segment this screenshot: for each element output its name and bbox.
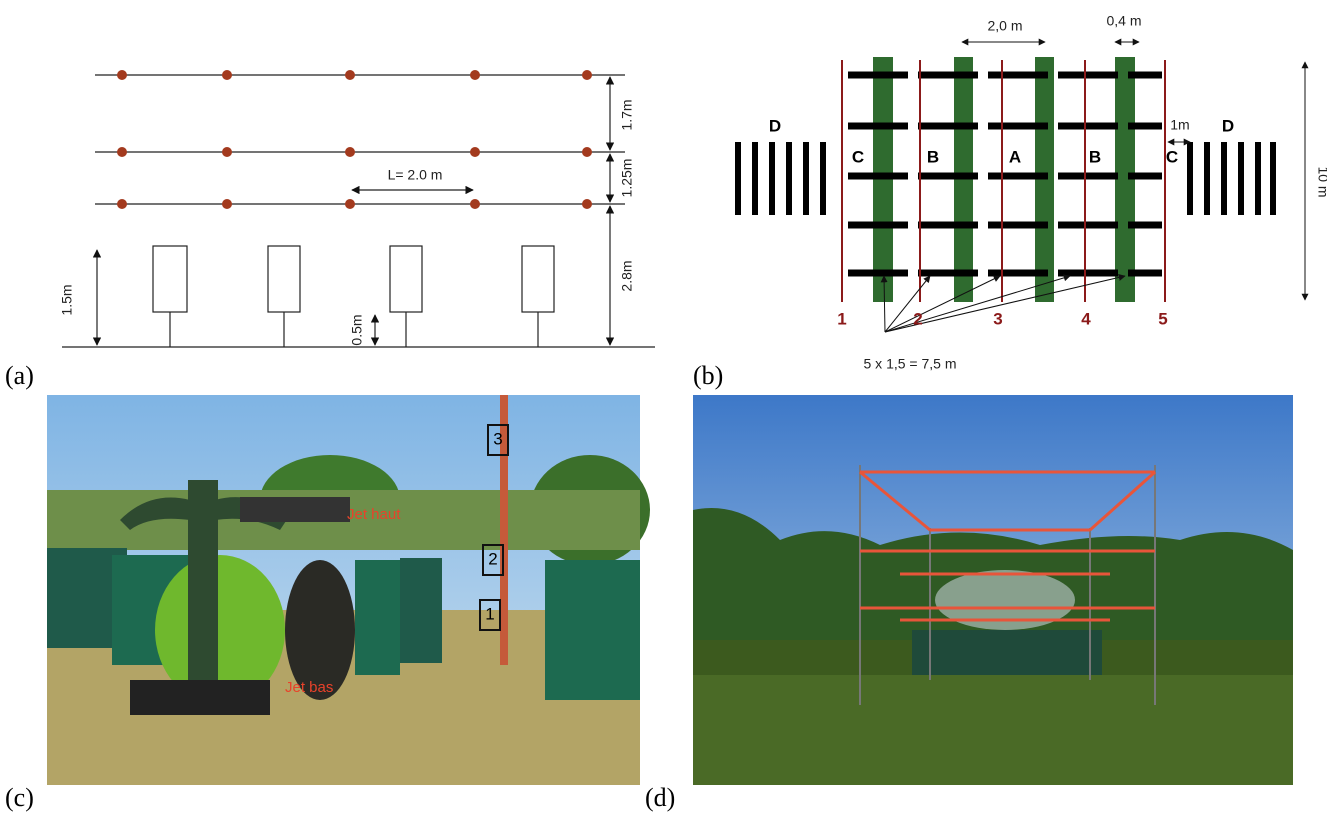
panel-label: (c) (5, 783, 34, 812)
zone-label: D (769, 116, 781, 135)
dim-label: 1m (1170, 117, 1189, 133)
panel-label: (d) (645, 783, 675, 812)
panel-label: (a) (5, 361, 34, 390)
dim-label: 1.25m (619, 159, 635, 198)
panel-a (62, 70, 655, 347)
zone-label: D (1222, 116, 1234, 135)
zone-label: B (927, 147, 939, 166)
dim-label: 2.8m (619, 260, 635, 291)
box-label: 1 (485, 604, 494, 623)
jet-label: Jet haut (347, 506, 401, 523)
line-number: 1 (837, 309, 846, 328)
line-number: 3 (993, 309, 1002, 328)
dim-label: 0,4 m (1106, 13, 1141, 29)
panel-b (735, 42, 1305, 332)
zone-label: C (852, 147, 864, 166)
photo-c (47, 395, 650, 785)
panel-label: (b) (693, 361, 723, 390)
dim-label: 5 x 1,5 = 7,5 m (864, 356, 957, 372)
dim-label: L= 2.0 m (388, 167, 443, 183)
dim-label: 1.5m (59, 284, 75, 315)
line-number: 4 (1081, 309, 1091, 328)
zone-label: C (1166, 147, 1178, 166)
zone-label: B (1089, 147, 1101, 166)
figure: 1.7m 1.25m 2.8m 1.5m 0.5m L= 2.0 m (a) (0, 0, 1327, 820)
box-label: 3 (493, 429, 502, 448)
dim-label: 2,0 m (987, 18, 1022, 34)
jet-label: Jet bas (285, 679, 333, 696)
dim-label: 10 m (1315, 166, 1327, 197)
zone-label: A (1009, 147, 1021, 166)
photo-d (693, 395, 1293, 785)
dim-label: 0.5m (349, 314, 365, 345)
dim-label: 1.7m (619, 99, 635, 130)
line-number: 5 (1158, 309, 1167, 328)
box-label: 2 (488, 549, 497, 568)
line-number: 2 (913, 309, 922, 328)
